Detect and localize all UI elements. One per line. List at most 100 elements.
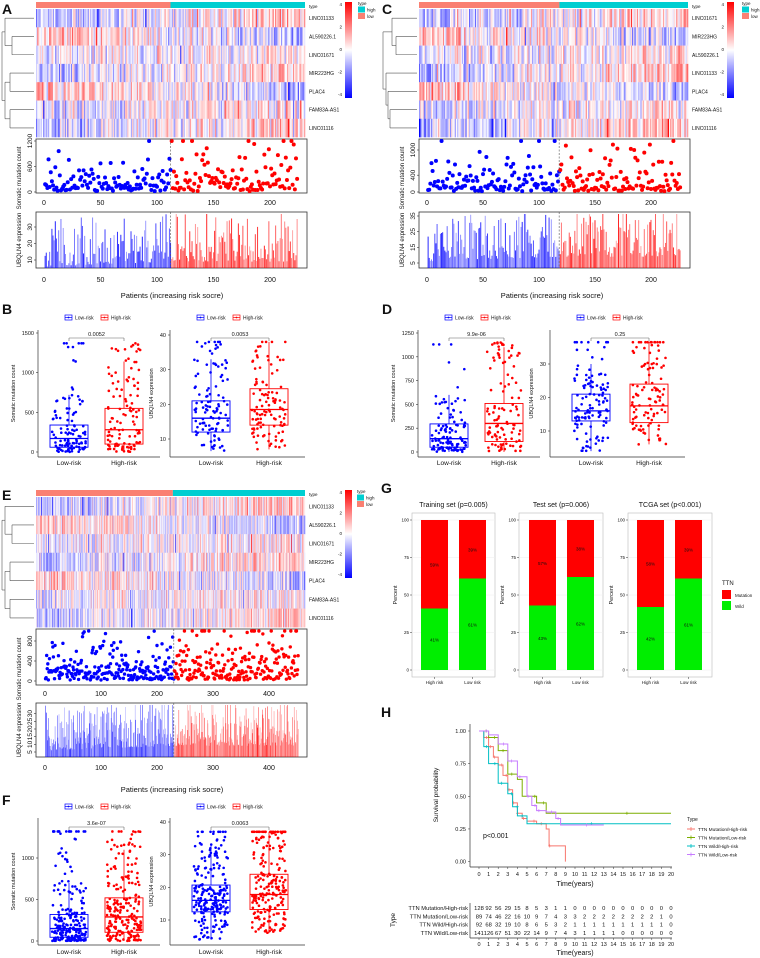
heatmap-cell bbox=[477, 27, 479, 46]
heatmap-cell bbox=[93, 515, 95, 535]
heatmap-cell bbox=[245, 497, 247, 516]
heatmap-cell bbox=[623, 27, 626, 46]
heatmap-cell bbox=[476, 100, 478, 119]
heatmap-cell bbox=[187, 45, 189, 65]
heatmap-cell bbox=[536, 27, 539, 46]
mutation-point bbox=[662, 189, 667, 194]
heatmap-cell bbox=[452, 27, 454, 46]
heatmap-cell bbox=[573, 9, 576, 28]
heatmap-cell bbox=[216, 497, 218, 516]
heatmap-cell bbox=[579, 45, 582, 65]
heatmap-cell bbox=[160, 497, 162, 516]
heatmap-cell bbox=[489, 27, 491, 46]
heatmap-cell bbox=[605, 63, 608, 83]
heatmap-cell bbox=[246, 497, 248, 516]
heatmap-cell bbox=[472, 82, 475, 101]
heatmap-cell bbox=[430, 9, 433, 28]
heatmap-cell bbox=[252, 82, 254, 101]
mutation-point bbox=[484, 155, 489, 160]
heatmap-cell bbox=[527, 82, 529, 101]
mutation-point bbox=[51, 183, 56, 188]
heatmap-cell bbox=[421, 45, 423, 65]
colorbar-tick-label: -4 bbox=[338, 92, 342, 97]
heatmap-cell bbox=[249, 100, 252, 119]
heatmap-cell bbox=[138, 82, 140, 101]
heatmap-cell bbox=[61, 82, 63, 101]
heatmap-cell bbox=[228, 63, 230, 83]
heatmap-cell bbox=[56, 82, 58, 101]
expression-bar bbox=[266, 259, 268, 268]
expression-bar bbox=[201, 256, 203, 268]
gene-label: AL590226.1 bbox=[309, 34, 336, 40]
heatmap-cell bbox=[60, 63, 62, 83]
heatmap-cell bbox=[665, 63, 667, 83]
heatmap-cell bbox=[552, 9, 554, 28]
heatmap-cell bbox=[222, 515, 224, 535]
heatmap-cell bbox=[561, 27, 564, 46]
heatmap-cell bbox=[230, 118, 233, 138]
heatmap-cell bbox=[557, 63, 559, 83]
heatmap-cell bbox=[507, 27, 509, 46]
heatmap-cell bbox=[205, 45, 207, 65]
heatmap-cell bbox=[583, 9, 585, 28]
heatmap-cell bbox=[37, 9, 39, 28]
heatmap-cell bbox=[510, 45, 513, 65]
mutation-point bbox=[283, 155, 288, 160]
heatmap-cell bbox=[121, 497, 123, 516]
heatmap-cell bbox=[640, 63, 642, 83]
heatmap-cell bbox=[129, 63, 132, 83]
heatmap-cell bbox=[597, 9, 600, 28]
heatmap-cell bbox=[526, 45, 528, 65]
mutation-point bbox=[80, 183, 85, 188]
heatmap-cell bbox=[187, 497, 189, 516]
heatmap-cell bbox=[226, 100, 229, 119]
heatmap-cell bbox=[183, 27, 186, 46]
heatmap-cell bbox=[634, 27, 636, 46]
heatmap-cell bbox=[85, 27, 87, 46]
mutation-point bbox=[203, 173, 208, 178]
mutation-point bbox=[206, 174, 211, 179]
heatmap-cell bbox=[92, 118, 94, 138]
heatmap-cell bbox=[282, 63, 284, 83]
heatmap-cell bbox=[57, 45, 60, 65]
mutation-point bbox=[539, 174, 544, 179]
mutation-point bbox=[510, 173, 515, 178]
heatmap-cell bbox=[547, 118, 550, 138]
heatmap-cell bbox=[41, 497, 43, 516]
heatmap-cell bbox=[211, 82, 213, 101]
heatmap-cell bbox=[270, 63, 272, 83]
heatmap-cell bbox=[290, 497, 292, 516]
heatmap-cell bbox=[82, 100, 85, 119]
expression-bar bbox=[193, 259, 195, 268]
heatmap-cell bbox=[289, 118, 291, 138]
heatmap-cell bbox=[452, 63, 454, 83]
heatmap-cell bbox=[193, 27, 195, 46]
heatmap-cell bbox=[574, 63, 577, 83]
heatmap-cell bbox=[156, 82, 158, 101]
heatmap-cell bbox=[470, 9, 472, 28]
heatmap-cell bbox=[642, 118, 645, 138]
heatmap-cell bbox=[81, 82, 84, 101]
heatmap-cell bbox=[618, 27, 621, 46]
mutation-point bbox=[678, 185, 683, 190]
heatmap-cell bbox=[216, 63, 218, 83]
heatmap-cell bbox=[576, 118, 578, 138]
mutation-point bbox=[142, 176, 147, 181]
heatmap-cell bbox=[295, 63, 297, 83]
heatmap-cell bbox=[65, 497, 67, 516]
heatmap-cell bbox=[680, 63, 683, 83]
heatmap-cell bbox=[222, 82, 224, 101]
heatmap-cell bbox=[61, 9, 63, 28]
heatmap-cell bbox=[57, 27, 60, 46]
heatmap-cell bbox=[113, 515, 115, 535]
expression-bar bbox=[646, 253, 647, 268]
heatmap-cell bbox=[427, 27, 429, 46]
heatmap-cell bbox=[654, 63, 657, 83]
heatmap-cell bbox=[643, 63, 646, 83]
heatmap-cell bbox=[175, 497, 177, 516]
heatmap-cell bbox=[568, 9, 571, 28]
heatmap-cell bbox=[93, 118, 96, 138]
x-tick-label: 200 bbox=[645, 200, 657, 207]
heatmap-cell bbox=[634, 100, 636, 119]
heatmap-cell bbox=[121, 515, 123, 535]
